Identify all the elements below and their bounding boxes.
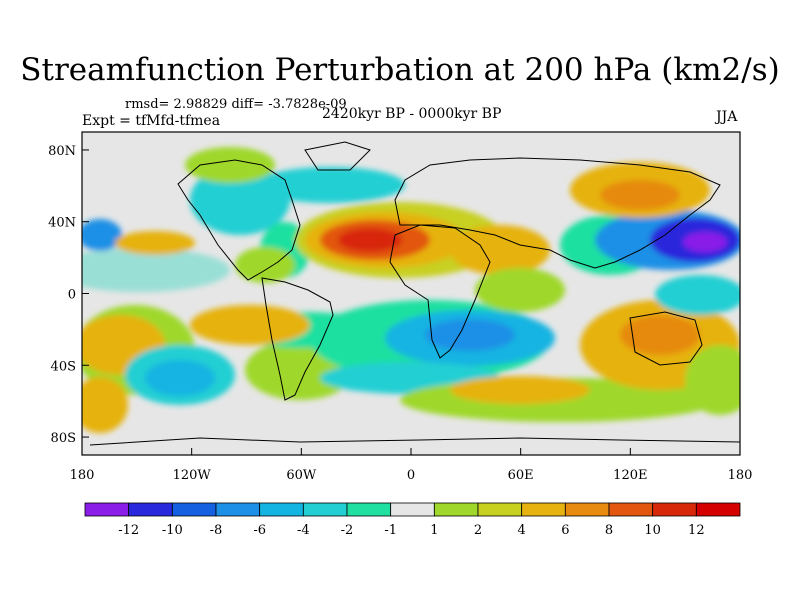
colorbar-swatch bbox=[215, 502, 261, 517]
colorbar-swatch bbox=[390, 502, 435, 517]
lat-tick-label: 40S bbox=[51, 359, 76, 374]
lon-tick-label: 120W bbox=[173, 468, 212, 483]
lon-tick-label: 60E bbox=[508, 468, 534, 483]
colorbar-swatch bbox=[259, 502, 304, 517]
lat-tick-label: 0 bbox=[68, 288, 76, 303]
colorbar-label: 4 bbox=[518, 523, 526, 538]
colorbar-label: 8 bbox=[605, 523, 613, 538]
colorbar-swatch bbox=[608, 502, 654, 517]
period-label: 2420kyr BP - 0000kyr BP bbox=[322, 106, 502, 122]
colorbar-swatch bbox=[652, 502, 697, 517]
colorbar-label: -8 bbox=[210, 523, 223, 538]
colorbar-label: -6 bbox=[253, 523, 266, 538]
africa-outline bbox=[389, 224, 491, 359]
rmsd-diff-stats: rmsd= 2.98829 diff= -3.7828e-09 bbox=[125, 97, 347, 112]
colorbar-swatch bbox=[477, 502, 523, 517]
greenland-outline bbox=[304, 141, 371, 171]
latitude-axis: 80N 40N 0 40S 80S bbox=[48, 144, 89, 446]
longitude-axis: 180 120W 60W 0 60E 120E 180 bbox=[70, 448, 753, 483]
lat-tick-label: 80S bbox=[51, 431, 76, 446]
colorbar-label: 6 bbox=[561, 523, 569, 538]
lon-tick-label: 60W bbox=[286, 468, 317, 483]
north-america-outline bbox=[177, 159, 301, 281]
south-america-outline bbox=[261, 277, 334, 401]
contour-field bbox=[82, 132, 740, 455]
australia-outline bbox=[629, 311, 703, 366]
colorbar-swatch bbox=[521, 502, 566, 517]
colorbar-swatch bbox=[564, 502, 610, 517]
antarctica-outline bbox=[89, 437, 740, 446]
lon-tick-label: 120E bbox=[613, 468, 647, 483]
lat-tick-label: 80N bbox=[48, 144, 76, 159]
chart-title: Streamfunction Perturbation at 200 hPa (… bbox=[20, 52, 780, 88]
colorbar: -12 -10 -8 -6 -4 -2 -1 1 2 4 6 8 10 12 bbox=[84, 502, 741, 538]
colorbar-label: -10 bbox=[162, 523, 183, 538]
coastlines bbox=[89, 141, 740, 446]
colorbar-label: -1 bbox=[384, 523, 397, 538]
colorbar-swatch bbox=[128, 502, 173, 517]
colorbar-label: 1 bbox=[430, 523, 438, 538]
colorbar-label: 12 bbox=[688, 523, 705, 538]
lon-tick-label: 0 bbox=[407, 468, 415, 483]
colorbar-swatch bbox=[171, 502, 217, 517]
colorbar-label: -4 bbox=[297, 523, 310, 538]
lon-tick-label: 180 bbox=[70, 468, 95, 483]
experiment-label: Expt = tfMfd-tfmea bbox=[82, 113, 221, 129]
colorbar-label: 2 bbox=[474, 523, 482, 538]
colorbar-label: -2 bbox=[341, 523, 354, 538]
colorbar-swatch bbox=[695, 502, 741, 517]
lat-tick-label: 40N bbox=[48, 216, 76, 231]
eurasia-outline bbox=[394, 157, 721, 269]
lon-tick-label: 180 bbox=[728, 468, 753, 483]
season-label: JJA bbox=[716, 109, 738, 125]
colorbar-label: -12 bbox=[118, 523, 139, 538]
colorbar-swatch bbox=[433, 502, 479, 517]
colorbar-swatch bbox=[84, 502, 130, 517]
colorbar-swatch bbox=[302, 502, 348, 517]
colorbar-label: 10 bbox=[644, 523, 661, 538]
colorbar-swatch bbox=[346, 502, 392, 517]
